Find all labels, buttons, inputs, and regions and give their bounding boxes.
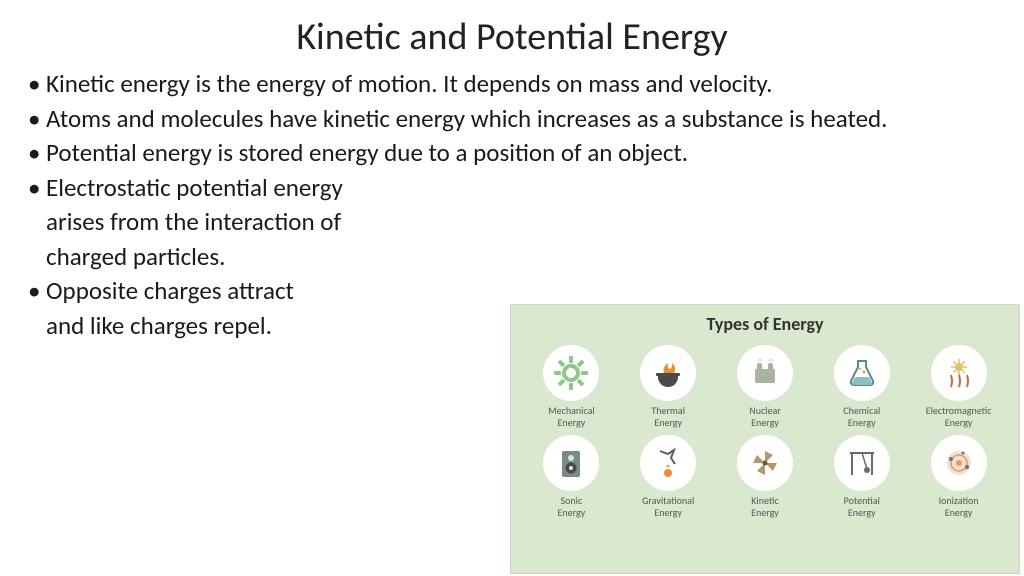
bullet-text: and like charges repel. xyxy=(46,310,272,341)
energy-type-label: IonizationEnergy xyxy=(939,495,979,519)
bullet-text: charged particles. xyxy=(46,241,225,272)
speaker-icon xyxy=(543,435,599,491)
bullet-dot: • xyxy=(28,137,46,170)
energy-type-label: ChemicalEnergy xyxy=(843,405,880,429)
bullet-text: Opposite charges attract xyxy=(46,275,294,308)
bullet-text: Potential energy is stored energy due to… xyxy=(46,137,688,170)
bullet-item: •Kinetic energy is the energy of motion.… xyxy=(28,68,1004,101)
gear-icon xyxy=(543,345,599,401)
pendulum-icon xyxy=(834,435,890,491)
bullet-text: Kinetic energy is the energy of motion. … xyxy=(46,68,772,101)
atom-icon xyxy=(931,435,987,491)
bullet-text: Atoms and molecules have kinetic energy … xyxy=(46,103,888,136)
infographic-title: Types of Energy xyxy=(511,313,1019,335)
energy-type-label: SonicEnergy xyxy=(558,495,586,519)
reactor-icon xyxy=(737,345,793,401)
energy-type-cell: KineticEnergy xyxy=(719,435,811,519)
energy-type-cell: NuclearEnergy xyxy=(719,345,811,429)
bullet-item: •Atoms and molecules have kinetic energy… xyxy=(28,103,1004,136)
bullet-dot: • xyxy=(28,275,46,308)
energy-type-cell: ElectromagneticEnergy xyxy=(913,345,1005,429)
energy-type-label: KineticEnergy xyxy=(751,495,779,519)
bullet-dot: • xyxy=(28,172,46,205)
energy-type-cell: ChemicalEnergy xyxy=(816,345,908,429)
types-of-energy-infographic: Types of Energy MechanicalEnergy ThermalE… xyxy=(510,304,1020,574)
energy-type-label: ThermalEnergy xyxy=(651,405,685,429)
slide-title: Kinetic and Potential Energy xyxy=(0,0,1024,68)
energy-type-label: PotentialEnergy xyxy=(844,495,880,519)
bullet-item: •Potential energy is stored energy due t… xyxy=(28,137,1004,170)
energy-type-cell: SonicEnergy xyxy=(525,435,617,519)
energy-type-cell: MechanicalEnergy xyxy=(525,345,617,429)
bullet-continuation: arises from the interaction of xyxy=(28,206,1004,239)
bullet-continuation: charged particles. xyxy=(28,241,1004,274)
energy-type-cell: GravitationalEnergy xyxy=(622,435,714,519)
bullet-dot: • xyxy=(28,68,46,101)
infographic-grid: MechanicalEnergy ThermalEnergy NuclearEner… xyxy=(511,345,1019,519)
bullet-text: Electrostatic potential energy xyxy=(46,172,343,205)
sun-rays-icon xyxy=(931,345,987,401)
energy-type-cell: PotentialEnergy xyxy=(816,435,908,519)
flask-icon xyxy=(834,345,890,401)
energy-type-label: ElectromagneticEnergy xyxy=(926,405,992,429)
bullet-item: •Electrostatic potential energy xyxy=(28,172,1004,205)
energy-type-label: MechanicalEnergy xyxy=(548,405,595,429)
energy-type-label: NuclearEnergy xyxy=(749,405,780,429)
energy-type-cell: ThermalEnergy xyxy=(622,345,714,429)
bullet-list: •Kinetic energy is the energy of motion.… xyxy=(0,68,1024,342)
bullet-text: arises from the interaction of xyxy=(46,206,341,237)
bullet-dot: • xyxy=(28,103,46,136)
pinwheel-icon xyxy=(737,435,793,491)
energy-type-cell: IonizationEnergy xyxy=(913,435,1005,519)
falling-icon xyxy=(640,435,696,491)
bullet-item: •Opposite charges attract xyxy=(28,275,1004,308)
energy-type-label: GravitationalEnergy xyxy=(642,495,694,519)
pot-fire-icon xyxy=(640,345,696,401)
